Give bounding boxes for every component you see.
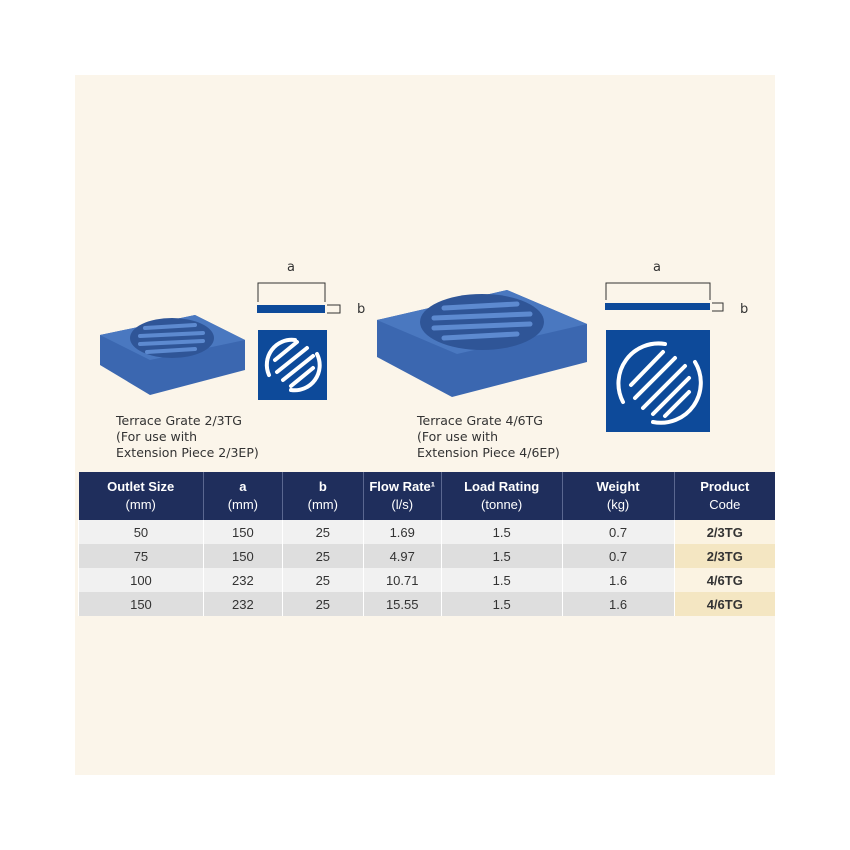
table-cell: 15.55 [362,592,442,616]
caption-line: Terrace Grate 2/3TG [116,413,242,428]
table-cell: 50 [78,520,204,544]
table-row: 75 150 25 4.97 1.5 0.7 2/3TG [78,544,775,568]
table-header-row: Outlet Size (mm) a (mm) b (mm) Flow Rate¹ (l… [78,472,775,520]
table-cell: 0.7 [561,520,675,544]
table-cell: 25 [281,568,364,592]
table-cell: 150 [202,544,283,568]
table-cell: 25 [281,592,364,616]
table-cell: 10.71 [362,568,442,592]
table-cell: 1.6 [561,568,675,592]
dimension-diagram-2-3tg [257,282,341,400]
table-cell: 232 [202,592,283,616]
table-cell: 1.6 [561,592,675,616]
specification-table: Outlet Size (mm) a (mm) b (mm) Flow Rate¹ (l… [78,472,775,616]
caption-line: Extension Piece 2/3EP) [116,445,259,460]
table-cell: 150 [202,520,283,544]
header-load-rating: Load Rating (tonne) [440,472,563,520]
table-cell: 150 [78,592,204,616]
dimension-diagram-4-6tg [605,282,724,432]
table-cell: 4/6TG [673,592,775,616]
table-cell: 0.7 [561,544,675,568]
table-cell: 1.5 [440,520,563,544]
product-caption-4-6tg: Terrace Grate 4/6TG (For use with Extensio… [417,413,560,461]
table-cell: 2/3TG [673,544,775,568]
caption-line: (For use with [116,429,197,444]
table-cell: 4.97 [362,544,442,568]
caption-line: Extension Piece 4/6EP) [417,445,560,460]
header-outlet-size: Outlet Size (mm) [78,472,204,520]
dimension-a-label: a [287,260,295,275]
table-cell: 1.5 [440,568,563,592]
table-row: 100 232 25 10.71 1.5 1.6 4/6TG [78,568,775,592]
dimension-b-label: b [357,302,366,317]
header-flow-rate: Flow Rate¹ (l/s) [362,472,442,520]
header-b: b (mm) [281,472,364,520]
header-product-code: Product Code [673,472,775,520]
caption-line: Terrace Grate 4/6TG [417,413,543,428]
table-cell: 25 [281,520,364,544]
table-cell: 75 [78,544,204,568]
table-cell: 25 [281,544,364,568]
dimension-a-label: a [653,260,661,275]
table-cell: 1.5 [440,592,563,616]
table-cell: 1.69 [362,520,442,544]
table-row: 150 232 25 15.55 1.5 1.6 4/6TG [78,592,775,616]
table-cell: 4/6TG [673,568,775,592]
table-row: 50 150 25 1.69 1.5 0.7 2/3TG [78,520,775,544]
grate-photo-4-6tg [377,290,587,397]
header-weight: Weight (kg) [561,472,675,520]
product-caption-2-3tg: Terrace Grate 2/3TG (For use with Extensio… [116,413,259,461]
table-cell: 2/3TG [673,520,775,544]
grate-photo-2-3tg [100,315,245,395]
dimension-b-label: b [740,302,749,317]
table-cell: 232 [202,568,283,592]
table-cell: 1.5 [440,544,563,568]
header-a: a (mm) [202,472,283,520]
caption-line: (For use with [417,429,498,444]
table-cell: 100 [78,568,204,592]
